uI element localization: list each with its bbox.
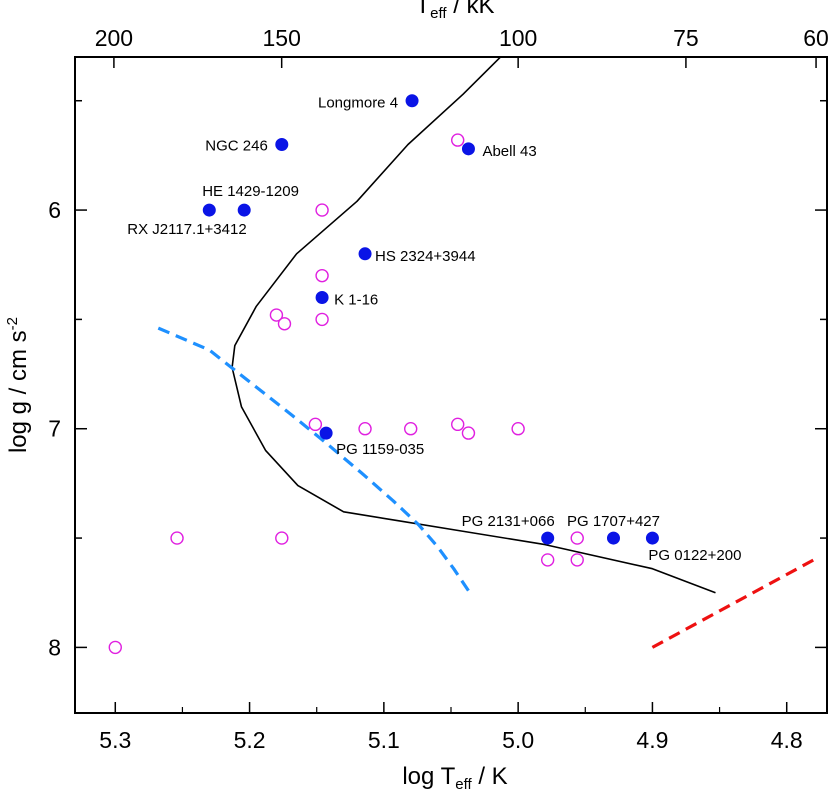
open-circle-point xyxy=(315,268,329,283)
star-label: NGC 246 xyxy=(205,137,268,154)
open-circle-point xyxy=(570,553,584,567)
series-line-2 xyxy=(157,326,472,594)
filled-circle-point xyxy=(237,203,251,217)
top-axis-title-suffix: / kK xyxy=(447,0,495,19)
x-axis-title-suffix: / K xyxy=(472,763,508,790)
star-label: PG 0122+200 xyxy=(648,547,741,564)
open-circle-point xyxy=(170,531,184,545)
star-label: K 1-16 xyxy=(334,292,378,309)
y-tick-label: 6 xyxy=(48,197,61,223)
y-tick-label: 8 xyxy=(48,634,61,660)
top-axis-title-sub: eff xyxy=(430,5,447,22)
open-circle-point xyxy=(269,308,284,322)
y-axis-title: log g / cm s-2 xyxy=(4,317,32,453)
open-circle-point xyxy=(358,422,372,436)
top-tick-label: 150 xyxy=(262,25,300,51)
open-circle-point xyxy=(540,553,555,567)
series-line-1 xyxy=(231,57,716,594)
y-tick-label: 7 xyxy=(48,416,61,442)
star-label: RX J2117.1+3412 xyxy=(127,221,246,238)
star-label: HS 2324+3944 xyxy=(375,248,476,265)
filled-circle-point xyxy=(541,531,555,545)
open-circle-point xyxy=(570,531,584,545)
curves-layer xyxy=(157,57,815,649)
open-circle-point xyxy=(308,417,323,432)
star-label: HE 1429-1209 xyxy=(202,183,299,200)
open-circle-point xyxy=(108,640,122,655)
open-circle-point xyxy=(451,133,465,147)
star-label: PG 1159-035 xyxy=(336,441,424,458)
star-label: Abell 43 xyxy=(482,143,536,160)
filled-circle-point xyxy=(606,531,620,545)
open-circle-point xyxy=(277,317,292,331)
x-tick-label: 5.1 xyxy=(368,727,400,753)
open-circle-point xyxy=(404,422,418,436)
plot-frame xyxy=(74,56,828,714)
x-axis-title-prefix: log T xyxy=(402,763,455,790)
top-axis-title: Teff / kK xyxy=(415,0,494,22)
open-circle-point xyxy=(315,203,329,217)
star-label: PG 2131+066 xyxy=(462,513,555,530)
points-layer xyxy=(108,94,659,655)
y-axis-title-prefix: log g / cm s xyxy=(5,330,32,453)
star-label: PG 1707+427 xyxy=(567,513,660,530)
series-line-3 xyxy=(651,558,815,649)
open-circle-point xyxy=(275,531,289,545)
filled-circle-point xyxy=(319,426,333,440)
x-tick-label: 5.2 xyxy=(234,727,266,753)
x-tick-label: 5.0 xyxy=(502,727,534,753)
x-tick-label: 4.8 xyxy=(771,727,803,753)
top-tick-label: 200 xyxy=(95,25,133,51)
top-tick-label: 60 xyxy=(803,25,829,51)
filled-circle-point xyxy=(405,94,419,108)
filled-circle-point xyxy=(461,142,475,156)
filled-circle-point xyxy=(275,137,289,151)
ticks-layer: 5.3 5.2 5.1 5.0 4.9 4.8 6 7 8 200 150 100 75 60 xyxy=(48,25,829,753)
open-circle-point xyxy=(461,426,476,440)
filled-circle-point xyxy=(358,247,372,261)
x-tick-label: 4.9 xyxy=(636,727,668,753)
filled-circle-point xyxy=(202,203,216,217)
y-axis-title-sup: -2 xyxy=(4,317,21,330)
top-tick-label: 100 xyxy=(499,25,537,51)
open-circle-point xyxy=(315,312,329,327)
x-tick-label: 5.3 xyxy=(99,727,131,753)
filled-circle-point xyxy=(645,531,659,545)
open-circle-point xyxy=(451,417,465,432)
star-label: Longmore 4 xyxy=(318,95,398,112)
filled-circle-point xyxy=(315,291,329,305)
x-axis-title-sub: eff xyxy=(455,776,472,793)
top-tick-label: 75 xyxy=(673,25,699,51)
x-axis-title: log Teff / K xyxy=(402,763,507,793)
top-axis-title-prefix: T xyxy=(415,0,430,19)
open-circle-point xyxy=(511,422,525,436)
star-labels-layer: Longmore 4 NGC 246 Abell 43 HE 1429-1209 RX … xyxy=(127,95,741,564)
